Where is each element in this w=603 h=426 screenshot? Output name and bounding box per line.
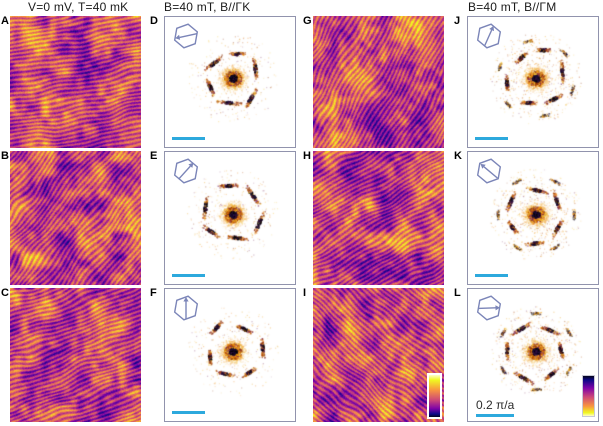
hexagon-field-direction-icon [476,158,502,184]
column-header-field-gm: B=40 mT, B//ΓM [468,0,557,14]
panel-label-d: D [150,15,158,27]
panel-label-a: A [1,15,9,27]
fft-panel-d [164,16,296,148]
fft-image [165,152,295,284]
scale-bar [476,414,514,417]
fft-image [468,152,598,284]
panel-label-h: H [303,150,311,162]
stm-topography-image [10,288,141,422]
colorbar-fft [582,375,595,417]
scale-bar [172,274,205,277]
fft-panel-e [164,151,296,285]
fft-panel-j [467,16,599,148]
colorbar-real-space [427,373,442,419]
fft-image [468,289,598,421]
stm-image-panel-b [10,151,141,285]
stm-image-panel-c [10,288,141,422]
scale-bar [172,411,205,414]
panel-label-i: I [303,287,307,299]
hexagon-field-direction-icon [173,158,199,184]
hexagon-field-direction-icon [173,23,199,49]
stm-topography-image [313,288,444,422]
panel-label-c: C [1,287,9,299]
fft-image [468,17,598,147]
column-header-field-gk: B=40 mT, B//ΓK [164,0,251,14]
scale-bar [475,137,508,140]
panel-label-e: E [150,150,158,162]
stm-topography-image [10,16,141,148]
panel-label-j: J [454,15,461,27]
panel-label-l: L [454,287,461,299]
fft-panel-f [164,288,296,422]
hexagon-field-direction-icon [476,295,502,321]
scale-bar [475,274,508,277]
scale-bar-label: 0.2 π/a [476,398,515,412]
column-header-bias-temp: V=0 mV, T=40 mK [28,0,129,14]
stm-topography-image [313,16,444,148]
stm-image-panel-a [10,16,141,148]
panel-label-b: B [1,150,9,162]
fft-image [165,17,295,147]
hexagon-field-direction-icon [173,295,199,321]
panel-label-g: G [303,15,312,27]
fft-panel-k [467,151,599,285]
hexagon-field-direction-icon [476,23,502,49]
stm-topography-image [313,151,444,285]
stm-image-panel-i [313,288,444,422]
fft-panel-l: 0.2 π/a [467,288,599,422]
panel-label-k: K [454,150,462,162]
stm-image-panel-g [313,16,444,148]
panel-label-f: F [150,287,157,299]
stm-image-panel-h [313,151,444,285]
stm-topography-image [10,151,141,285]
scale-bar [172,137,205,140]
